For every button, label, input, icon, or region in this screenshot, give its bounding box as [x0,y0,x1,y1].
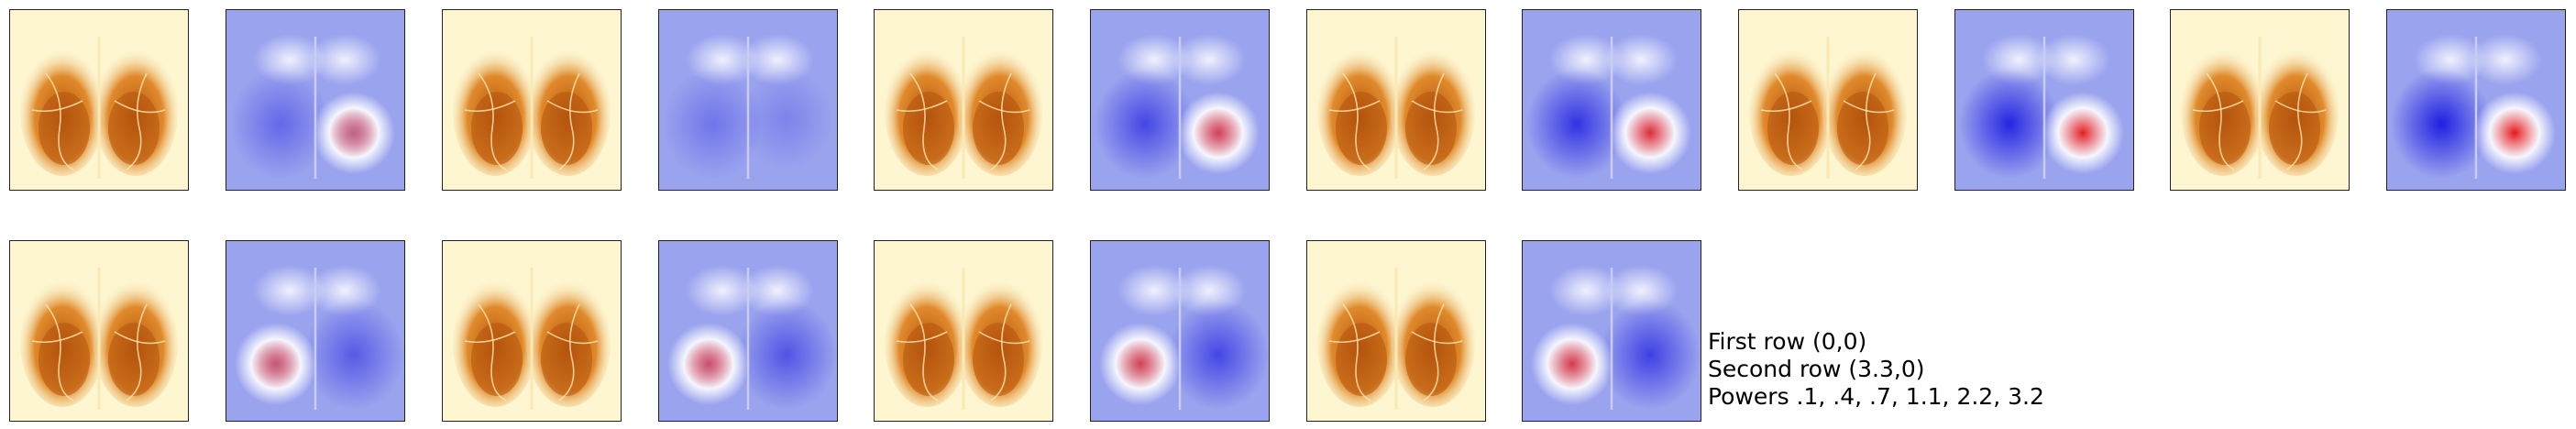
anatomy-image-panel-r1-c11 [2170,9,2350,191]
anatomy-image-panel-r1-c1 [9,9,189,191]
anatomy-image-panel-r1-c5 [874,9,1053,191]
activation-map-panel-r2-c2 [226,240,405,422]
activation-map-panel-r1-c12 [2386,9,2566,191]
anatomy-image-panel-r2-c1 [9,240,189,422]
anatomy-image-panel-r1-c7 [1306,9,1486,191]
activation-map-panel-r1-c10 [1954,9,2134,191]
caption-line-powers: Powers .1, .4, .7, 1.1, 2.2, 3.2 [1708,383,2044,410]
activation-map-panel-r1-c6 [1090,9,1270,191]
caption-line-first-row: First row (0,0) [1708,328,1867,355]
activation-map-panel-r1-c4 [658,9,838,191]
activation-map-panel-r2-c6 [1090,240,1270,422]
activation-map-panel-r2-c8 [1522,240,1701,422]
anatomy-image-panel-r2-c3 [442,240,622,422]
activation-map-panel-r1-c8 [1522,9,1701,191]
anatomy-image-panel-r2-c7 [1306,240,1486,422]
figure-caption: First row (0,0) Second row (3.3,0) Power… [1708,328,2044,411]
activation-map-panel-r2-c4 [658,240,838,422]
anatomy-image-panel-r1-c3 [442,9,622,191]
anatomy-image-panel-r1-c9 [1738,9,1918,191]
caption-line-second-row: Second row (3.3,0) [1708,356,1925,382]
activation-map-panel-r1-c2 [226,9,405,191]
anatomy-image-panel-r2-c5 [874,240,1053,422]
